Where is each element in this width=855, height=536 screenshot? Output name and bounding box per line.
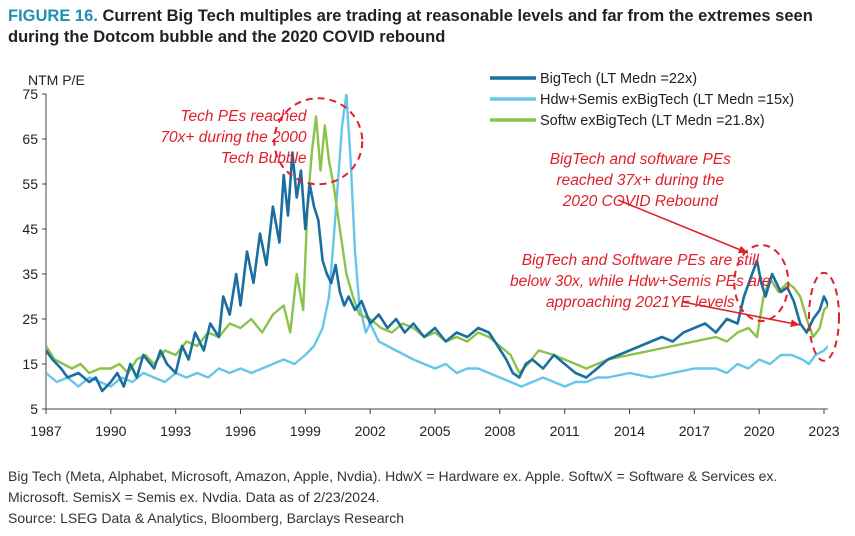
annotation-text: Tech PEs reached (180, 108, 307, 125)
x-tick-label: 2017 (679, 423, 710, 439)
annotation-arrow (617, 199, 749, 254)
annotation-text: reached 37x+ during the (557, 172, 725, 189)
footer-notes: Big Tech (Meta, Alphabet, Microsoft, Ama… (8, 466, 848, 529)
y-axis-label: NTM P/E (28, 72, 85, 88)
annotation-text: 70x+ during the 2000 (160, 129, 306, 146)
y-tick-label: 35 (22, 266, 38, 282)
annotation-text: 2020 COVID Rebound (562, 193, 719, 210)
y-tick-label: 5 (30, 401, 38, 417)
y-tick-label: 65 (22, 131, 38, 147)
x-tick-label: 2020 (744, 423, 775, 439)
pe-chart: NTM P/E 5 15 25 35 45 55 65 75 1987 1990 1993 1996 1… (22, 71, 840, 439)
legend: BigTech (LT Medn =22x) Hdw+Semis exBigTec… (490, 71, 794, 129)
highlight-circles (273, 97, 840, 362)
x-tick-label: 1993 (160, 423, 191, 439)
series-line (46, 115, 828, 375)
x-tick-label: 2011 (550, 423, 580, 439)
annotation-text: BigTech and software PEs (550, 151, 731, 168)
y-tick-label: 15 (22, 356, 38, 372)
x-tick-label: 1999 (290, 423, 321, 439)
highlight-ellipse (808, 271, 840, 362)
arrow-head (790, 319, 800, 328)
x-tick-label: 2002 (355, 423, 386, 439)
series-line (46, 151, 828, 393)
x-tick-label: 2005 (419, 423, 450, 439)
figure-title: Current Big Tech multiples are trading a… (8, 7, 813, 46)
figure-label: FIGURE 16. (8, 7, 98, 25)
series-line (46, 94, 828, 388)
source-line: Source: LSEG Data & Analytics, Bloomberg… (8, 510, 405, 526)
note-line-2: Microsoft. SemisX = Semis ex. Nvdia. Dat… (8, 489, 380, 505)
arrow-head (738, 245, 748, 254)
y-tick-label: 75 (22, 86, 38, 102)
annotation-arrow (682, 301, 801, 326)
annotations: Tech PEs reached 70x+ during the 2000 Tech… (160, 108, 801, 328)
x-tick-label: 2008 (484, 423, 515, 439)
annotation-text: Tech Bubble (221, 150, 307, 167)
y-tick-label: 25 (22, 311, 38, 327)
note-line-1: Big Tech (Meta, Alphabet, Microsoft, Ama… (8, 468, 778, 484)
highlight-ellipse (733, 244, 790, 322)
legend-label: BigTech (LT Medn =22x) (540, 71, 697, 87)
x-tick-label: 2023 (808, 423, 839, 439)
y-tick-label: 55 (22, 176, 38, 192)
x-tick-label: 2014 (614, 423, 645, 439)
annotation-text: approaching 2021YE levels (546, 294, 735, 311)
chart-title: FIGURE 16. Current Big Tech multiples ar… (8, 6, 848, 48)
y-tick-label: 45 (22, 221, 38, 237)
x-tick-label: 1996 (225, 423, 256, 439)
x-tick-label: 1987 (30, 423, 61, 439)
highlight-ellipse (273, 97, 364, 186)
annotation-text: below 30x, while Hdw+Semis PEs are (510, 273, 771, 290)
axes: 5 15 25 35 45 55 65 75 1987 1990 1993 1996 1999 2002 2… (22, 86, 839, 439)
annotation-text: BigTech and Software PEs are still (522, 252, 760, 269)
legend-label: Softw exBigTech (LT Medn =21.8x) (540, 113, 765, 129)
series-lines (46, 94, 828, 393)
legend-label: Hdw+Semis exBigTech (LT Medn =15x) (540, 92, 794, 108)
x-tick-label: 1990 (95, 423, 126, 439)
